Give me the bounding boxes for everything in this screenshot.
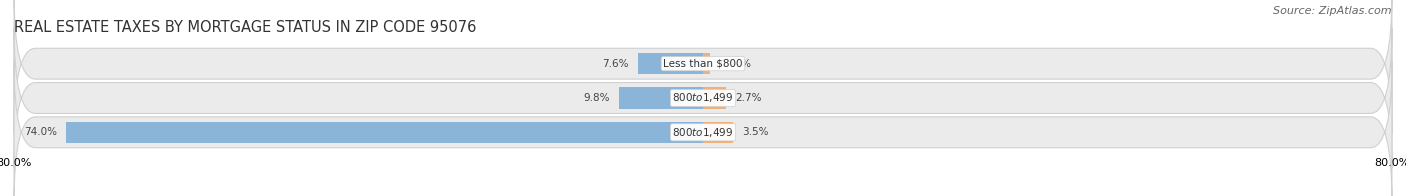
- FancyBboxPatch shape: [14, 62, 1392, 196]
- Text: 9.8%: 9.8%: [583, 93, 610, 103]
- FancyBboxPatch shape: [14, 0, 1392, 134]
- Text: 3.5%: 3.5%: [742, 127, 768, 137]
- Text: 7.6%: 7.6%: [602, 59, 628, 69]
- Bar: [703, 87, 727, 109]
- Text: 74.0%: 74.0%: [24, 127, 58, 137]
- FancyBboxPatch shape: [14, 28, 1392, 168]
- Bar: [66, 122, 703, 143]
- Bar: [619, 87, 703, 109]
- Bar: [703, 122, 733, 143]
- Text: REAL ESTATE TAXES BY MORTGAGE STATUS IN ZIP CODE 95076: REAL ESTATE TAXES BY MORTGAGE STATUS IN …: [14, 20, 477, 35]
- Bar: [703, 53, 710, 74]
- Text: $800 to $1,499: $800 to $1,499: [672, 126, 734, 139]
- Text: 0.84%: 0.84%: [718, 59, 752, 69]
- Text: 2.7%: 2.7%: [735, 93, 762, 103]
- Text: Source: ZipAtlas.com: Source: ZipAtlas.com: [1274, 6, 1392, 16]
- Text: Less than $800: Less than $800: [664, 59, 742, 69]
- Text: $800 to $1,499: $800 to $1,499: [672, 92, 734, 104]
- Bar: [637, 53, 703, 74]
